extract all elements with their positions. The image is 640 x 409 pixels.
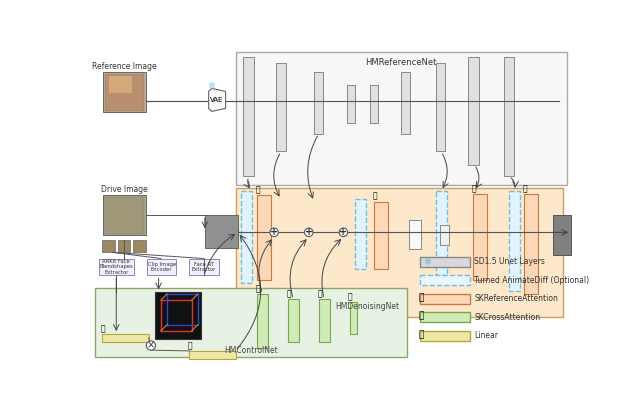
Bar <box>257 294 268 348</box>
Text: 🔥: 🔥 <box>188 341 193 350</box>
Bar <box>355 199 365 269</box>
Bar <box>420 331 470 341</box>
Bar <box>118 240 130 252</box>
Text: 🔥: 🔥 <box>419 312 424 321</box>
Text: ❄: ❄ <box>207 81 215 91</box>
Text: 🔥: 🔥 <box>419 293 424 302</box>
Bar <box>468 57 479 164</box>
Text: SD1.5 Unet Layers: SD1.5 Unet Layers <box>474 257 545 266</box>
Bar <box>102 240 115 252</box>
Text: Drive Image: Drive Image <box>101 185 148 194</box>
Bar <box>440 225 449 245</box>
Text: ARKit Face
Blendshapes
Extractor: ARKit Face Blendshapes Extractor <box>99 258 133 275</box>
Bar <box>401 72 410 134</box>
Text: HMReferenceNet: HMReferenceNet <box>365 58 437 67</box>
Bar <box>436 63 445 151</box>
Text: 🔥: 🔥 <box>471 184 476 193</box>
Text: Linear: Linear <box>474 331 499 340</box>
Bar <box>409 220 421 249</box>
Circle shape <box>305 228 313 236</box>
Text: ×: × <box>147 341 155 351</box>
Text: 🔥: 🔥 <box>255 284 260 293</box>
Bar <box>147 258 176 275</box>
Text: 🔥: 🔥 <box>255 186 260 195</box>
Bar <box>524 194 538 294</box>
Bar <box>257 196 271 280</box>
Bar <box>473 194 486 280</box>
Bar <box>99 258 134 275</box>
Bar <box>241 191 252 283</box>
Bar <box>276 63 287 151</box>
Bar <box>349 302 357 334</box>
Text: HMDenoisingNet: HMDenoisingNet <box>336 302 400 311</box>
Text: 🔥: 🔥 <box>523 184 527 193</box>
Text: Reference Image: Reference Image <box>92 62 157 71</box>
Bar <box>105 74 144 111</box>
Bar <box>155 292 201 339</box>
Bar <box>288 299 299 342</box>
Bar <box>374 202 388 269</box>
Bar <box>420 257 470 267</box>
Bar <box>189 258 219 275</box>
Bar <box>371 85 378 123</box>
Bar <box>103 196 145 236</box>
Bar <box>319 299 330 342</box>
Text: +: + <box>339 227 348 237</box>
Bar <box>102 334 148 342</box>
Bar <box>509 191 520 291</box>
Bar <box>133 240 145 252</box>
Bar <box>243 57 254 176</box>
Text: SKCrossAttention: SKCrossAttention <box>474 312 540 321</box>
Circle shape <box>270 228 278 236</box>
Bar <box>236 52 566 184</box>
Bar <box>553 215 572 255</box>
Text: Clip Image
Encoder: Clip Image Encoder <box>148 262 176 272</box>
Bar <box>109 76 132 93</box>
Text: 🔥: 🔥 <box>101 324 106 333</box>
Text: Face RT
Extractor: Face RT Extractor <box>192 262 216 272</box>
Bar <box>436 191 447 275</box>
Text: Turned AnimateDiff (Optional): Turned AnimateDiff (Optional) <box>474 276 589 285</box>
Bar <box>103 72 145 112</box>
Bar <box>420 312 470 322</box>
Bar <box>189 351 236 360</box>
Circle shape <box>147 341 156 350</box>
Bar <box>105 197 144 234</box>
Bar <box>236 188 563 317</box>
Text: +: + <box>305 227 313 237</box>
Text: ❄: ❄ <box>424 256 431 267</box>
Text: VAE: VAE <box>211 97 224 103</box>
Text: +: + <box>270 227 278 237</box>
Bar <box>314 72 323 134</box>
Text: 🔥: 🔥 <box>372 192 378 201</box>
Text: 🔥: 🔥 <box>317 290 322 299</box>
Polygon shape <box>209 88 225 111</box>
Text: SKReferenceAttention: SKReferenceAttention <box>474 294 558 303</box>
Bar <box>348 85 355 123</box>
Bar <box>504 57 515 176</box>
Bar <box>420 275 470 285</box>
Text: 🔥: 🔥 <box>419 330 424 339</box>
Bar <box>205 215 238 248</box>
Bar <box>95 288 407 357</box>
Text: 🔥: 🔥 <box>348 292 353 301</box>
Text: 🔥: 🔥 <box>287 290 291 299</box>
Text: HMControlNet: HMControlNet <box>225 346 278 355</box>
Bar <box>420 294 470 304</box>
Circle shape <box>339 228 348 236</box>
